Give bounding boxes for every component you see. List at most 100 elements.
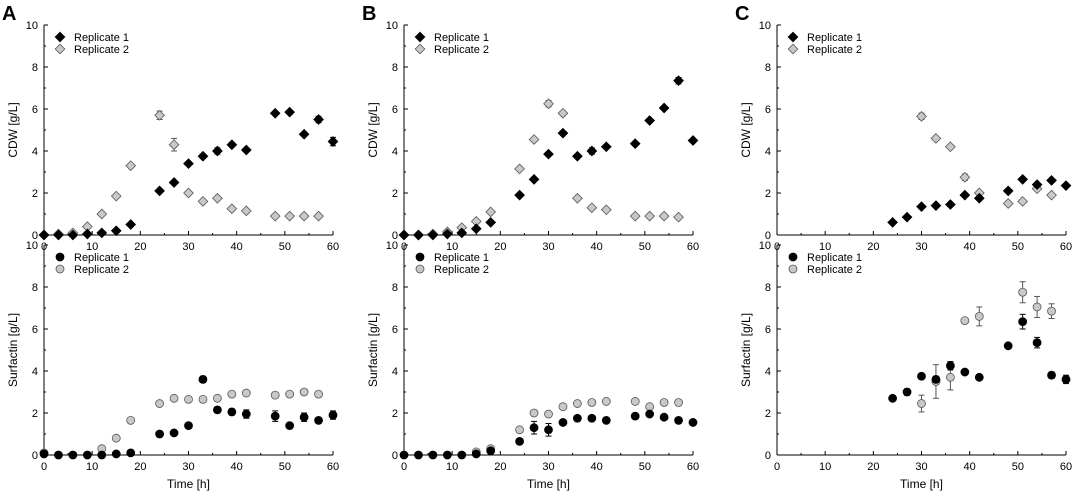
y-tick-label: 4 (32, 366, 38, 378)
data-point-replicate-1 (659, 412, 669, 422)
x-tick-label: 50 (639, 461, 651, 473)
data-point-replicate-2 (528, 134, 540, 145)
data-point-replicate-1 (68, 450, 78, 460)
data-point-replicate-2 (586, 202, 598, 214)
data-point-replicate-1 (1003, 341, 1013, 351)
x-tick-label: 50 (279, 241, 291, 253)
data-point-replicate-2 (600, 204, 612, 216)
legend-marker-replicate-1 (415, 252, 425, 262)
y-tick-label: 6 (32, 324, 38, 336)
data-point-replicate-2 (515, 425, 524, 435)
data-point-replicate-2 (126, 415, 136, 425)
y-tick-label: 8 (765, 282, 771, 294)
data-point-replicate-1 (314, 415, 323, 425)
legend-label-replicate-1: Replicate 1 (807, 252, 862, 264)
data-point-replicate-1 (644, 115, 656, 126)
data-point-replicate-1 (110, 225, 122, 237)
y-tick-label: 8 (32, 282, 38, 294)
y-tick-label: 0 (32, 450, 38, 462)
y-tick-label: 4 (32, 146, 38, 158)
x-tick-label: 50 (639, 241, 651, 253)
data-point-replicate-1 (1047, 370, 1056, 380)
x-axis-label: Time [h] (527, 477, 570, 491)
data-point-replicate-1 (198, 374, 208, 384)
data-point-replicate-1 (959, 189, 971, 201)
legend-marker-replicate-2 (787, 43, 799, 55)
data-point-replicate-1 (557, 127, 569, 139)
data-point-replicate-1 (456, 227, 468, 239)
data-point-replicate-1 (888, 393, 897, 403)
data-point-replicate-1 (687, 135, 699, 146)
x-tick-label: 60 (1060, 241, 1072, 253)
x-tick-label: 30 (182, 241, 194, 253)
data-point-replicate-2 (659, 398, 669, 407)
data-point-replicate-2 (284, 210, 296, 222)
data-point-replicate-1 (1031, 179, 1043, 190)
legend-label-replicate-1: Replicate 1 (434, 32, 489, 44)
data-point-replicate-1 (930, 200, 942, 211)
data-point-replicate-1 (960, 367, 970, 377)
data-point-replicate-1 (587, 413, 597, 423)
data-point-replicate-2 (285, 389, 295, 399)
data-point-replicate-1 (284, 106, 296, 118)
data-point-replicate-1 (399, 450, 409, 460)
y-axis-label: CDW [g/L] (739, 102, 753, 157)
x-tick-label: 40 (231, 461, 243, 473)
data-point-replicate-2 (558, 402, 568, 412)
data-point-replicate-2 (197, 196, 209, 207)
data-point-replicate-1 (916, 201, 927, 213)
data-point-replicate-1 (299, 412, 309, 422)
data-point-replicate-1 (184, 421, 193, 431)
y-tick-label: 6 (765, 104, 771, 116)
x-axis-label: Time [h] (900, 477, 943, 491)
chart-panel-b-top: B02468100102030405060CDW [g/L]Replicate … (362, 3, 699, 253)
x-tick-label: 0 (401, 461, 407, 473)
legend-label-replicate-1: Replicate 1 (434, 252, 489, 264)
x-tick-label: 20 (494, 461, 506, 473)
data-point-replicate-2 (959, 171, 971, 183)
data-point-replicate-2 (1018, 287, 1028, 297)
x-axis-label: Time [h] (167, 477, 210, 491)
data-point-replicate-1 (155, 429, 165, 439)
data-point-replicate-1 (270, 411, 280, 421)
data-point-replicate-1 (54, 450, 63, 460)
data-point-replicate-1 (212, 145, 223, 157)
data-point-replicate-1 (974, 372, 984, 382)
data-point-replicate-1 (212, 405, 222, 415)
data-point-replicate-1 (125, 219, 137, 230)
x-tick-label: 30 (915, 461, 927, 473)
data-point-replicate-2 (298, 210, 310, 222)
data-point-replicate-2 (299, 387, 309, 397)
y-tick-label: 0 (32, 230, 38, 242)
data-point-replicate-2 (168, 139, 180, 151)
x-tick-label: 0 (41, 461, 47, 473)
data-point-replicate-1 (572, 150, 583, 162)
data-point-replicate-2 (544, 409, 553, 419)
legend-label-replicate-1: Replicate 1 (74, 252, 129, 264)
x-tick-label: 10 (86, 241, 98, 253)
legend-label-replicate-2: Replicate 2 (74, 44, 129, 56)
x-tick-label: 60 (327, 461, 339, 473)
x-tick-label: 0 (774, 461, 780, 473)
data-point-replicate-1 (946, 361, 955, 371)
data-point-replicate-2 (1047, 306, 1056, 316)
data-point-replicate-2 (212, 192, 223, 204)
data-point-replicate-2 (270, 390, 280, 400)
data-point-replicate-1 (630, 411, 640, 421)
x-tick-label: 20 (134, 461, 146, 473)
data-point-replicate-1 (428, 450, 438, 460)
data-point-replicate-1 (298, 128, 310, 140)
data-point-replicate-1 (398, 229, 410, 241)
x-tick-label: 10 (819, 241, 831, 253)
data-point-replicate-1 (917, 371, 926, 381)
y-tick-label: 10 (386, 240, 398, 252)
data-point-replicate-2 (529, 408, 539, 418)
x-tick-label: 40 (964, 241, 976, 253)
data-point-replicate-1 (1017, 173, 1029, 185)
data-point-replicate-2 (1032, 302, 1042, 312)
legend-marker-replicate-2 (414, 43, 426, 55)
data-point-replicate-2 (673, 211, 684, 223)
data-point-replicate-2 (916, 110, 927, 122)
legend-label-replicate-2: Replicate 2 (807, 264, 862, 276)
